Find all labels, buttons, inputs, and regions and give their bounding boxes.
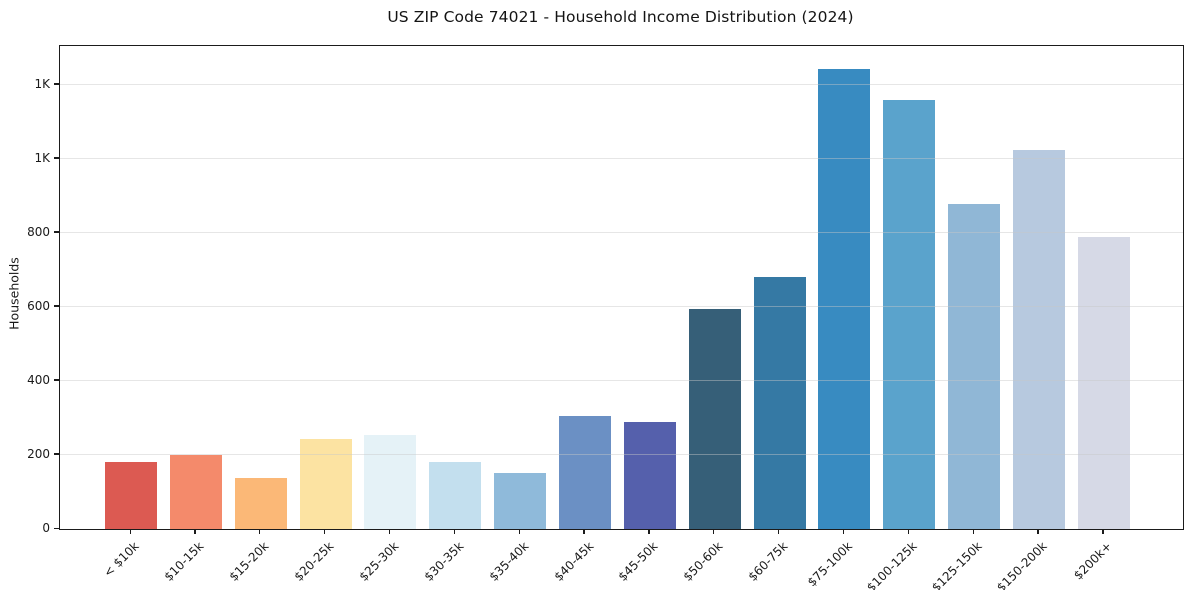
gridline-1200 (60, 83, 1183, 85)
gridline-600 (60, 305, 1183, 307)
bar-15-20k (234, 477, 287, 529)
y-tick-mark (54, 379, 59, 381)
bar-200k (1077, 237, 1130, 529)
bar-100-125k (883, 100, 936, 529)
x-tick-label: $15-20k (226, 539, 272, 584)
x-tick-label: $10-15k (161, 539, 207, 584)
x-tick-label: $125-150k (929, 539, 985, 590)
x-tick-label: $60-75k (745, 539, 791, 584)
x-tick-label: $30-35k (421, 539, 467, 584)
x-tick-mark (453, 529, 456, 535)
y-tick-label: 400 (27, 372, 50, 387)
x-tick-mark (129, 529, 131, 535)
gridline-1000 (60, 157, 1183, 159)
x-tick-mark (1037, 529, 1039, 535)
bar-45-50k (623, 422, 676, 529)
x-tick-label: $75-100k (804, 539, 856, 590)
x-tick-mark (583, 529, 585, 535)
gridline-200 (60, 453, 1183, 455)
y-tick-mark (54, 231, 59, 233)
y-tick-label: 1K (34, 150, 50, 165)
bar-50-60k (688, 308, 741, 529)
bar-10k (105, 462, 157, 529)
x-tick-mark (648, 529, 650, 535)
x-tick-mark (1102, 529, 1104, 535)
bar-30-35k (429, 461, 482, 529)
x-tick-label: $200k+ (1071, 539, 1115, 583)
y-tick-mark (54, 305, 59, 307)
x-tick-mark (259, 529, 261, 535)
bar-60-75k (753, 276, 806, 529)
y-tick-label: 1K (34, 76, 50, 91)
plot-area (59, 45, 1184, 530)
y-tick-mark (54, 527, 59, 529)
gridline-400 (60, 379, 1183, 381)
y-tick-label: 200 (27, 446, 50, 461)
x-tick-mark (388, 529, 391, 535)
x-tick-label: $20-25k (291, 539, 337, 584)
bar-125-150k (948, 204, 1001, 529)
x-tick-label: $100-125k (864, 539, 921, 590)
x-tick-mark (842, 529, 845, 535)
x-tick-label: $45-50k (615, 539, 661, 584)
y-tick-label: 0 (42, 521, 50, 535)
x-tick-mark (194, 529, 196, 535)
bar-20-25k (299, 438, 352, 529)
x-tick-label: $25-30k (356, 539, 402, 584)
bar-75-100k (818, 69, 871, 529)
bar-25-30k (364, 435, 417, 529)
x-tick-label: $50-60k (680, 539, 726, 584)
x-tick-label: $35-40k (486, 539, 532, 584)
x-tick-mark (518, 529, 520, 535)
gridline-800 (60, 231, 1183, 233)
x-tick-label: < $10k (101, 539, 142, 580)
bar-40-45k (558, 415, 611, 529)
x-tick-mark (713, 529, 715, 535)
x-tick-mark (972, 529, 974, 535)
x-tick-label: $40-45k (550, 539, 596, 584)
y-tick-mark (54, 453, 59, 455)
bar-35-40k (494, 473, 547, 529)
x-tick-mark (778, 529, 780, 535)
chart-title: US ZIP Code 74021 - Household Income Dis… (387, 8, 854, 26)
y-axis-label: Households (6, 257, 22, 330)
bar-10-15k (169, 454, 222, 529)
x-tick-mark (324, 529, 326, 535)
y-tick-mark (54, 157, 59, 159)
x-tick-label: $150-200k (994, 539, 1050, 590)
bar-150-200k (1012, 150, 1065, 529)
y-tick-label: 800 (27, 224, 50, 239)
y-tick-mark (54, 83, 59, 85)
y-tick-label: 600 (27, 298, 50, 313)
x-tick-mark (907, 529, 909, 535)
